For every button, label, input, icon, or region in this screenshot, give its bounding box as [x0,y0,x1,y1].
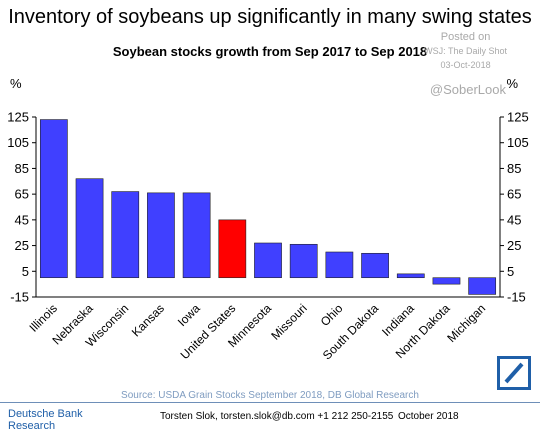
watermark-posted: Posted on [440,31,491,43]
x-tick-label: Iowa [175,301,203,329]
deutsche-bank-logo-icon [497,356,531,390]
right-y-tick-label: 105 [507,135,529,150]
bar [147,192,175,279]
brand-name: Deutsche Bank Research [8,408,83,432]
publish-month: October 2018 [398,411,459,422]
x-tick-label: Kansas [129,301,167,339]
right-y-tick-label: -15 [507,290,526,305]
left-y-tick-label: 5 [22,264,29,279]
bar [468,277,497,295]
x-tick-label: Missouri [268,301,309,342]
bar [289,243,318,279]
x-tick-label: Ohio [318,301,346,329]
watermark: Posted on WSJ: The Daily Shot 03-Oct-201… [424,30,507,72]
bar [396,273,425,279]
left-y-tick-label: 25 [15,238,29,253]
bar [75,178,104,279]
source-note: Source: USDA Grain Stocks September 2018… [121,390,419,401]
bar [182,192,211,279]
right-y-tick-label: 85 [507,161,521,176]
contact-info: Torsten Slok, torsten.slok@db.com +1 212… [160,411,394,422]
watermark-source: WSJ: The Daily Shot [424,46,507,56]
bar [39,119,68,279]
brand-line-2: Research [8,420,56,432]
left-y-tick-label: 85 [15,161,29,176]
left-y-tick-label: -15 [10,290,29,305]
right-y-tick-label: 5 [507,264,514,279]
bar [325,251,354,279]
right-axis-unit: % [506,76,518,91]
bar [432,277,461,285]
footer-divider [0,402,540,403]
bar [111,191,140,279]
left-y-tick-label: 105 [7,135,29,150]
bar [218,219,247,279]
x-tick-label: Michigan [444,301,488,345]
right-y-tick-label: 65 [507,187,521,202]
left-y-tick-label: 65 [15,187,29,202]
chart-subtitle: Soybean stocks growth from Sep 2017 to S… [112,44,428,59]
brand-line-1: Deutsche Bank [8,408,83,420]
watermark-date: 03-Oct-2018 [440,60,491,70]
watermark-handle: @SoberLook [429,82,506,97]
bar [361,252,389,279]
left-y-tick-label: 125 [7,110,29,125]
right-y-tick-label: 125 [507,110,529,125]
left-axis-unit: % [10,76,22,91]
chart-title: Inventory of soybeans up significantly i… [8,6,532,28]
x-tick-label: Illinois [26,301,59,334]
right-y-tick-label: 45 [507,212,521,227]
bar [254,242,282,279]
right-y-tick-label: 25 [507,238,521,253]
left-y-tick-label: 45 [15,212,29,227]
